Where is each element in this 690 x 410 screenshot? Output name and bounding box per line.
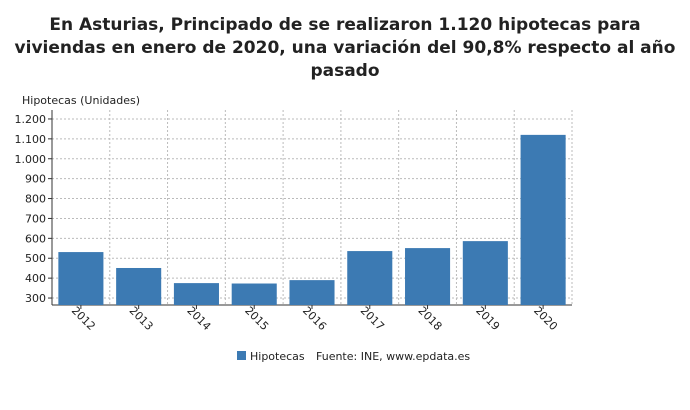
y-tick-label: 600 [25,232,46,245]
x-tick-label: 2018 [416,304,445,333]
y-axis-label: Hipotecas (Unidades) [22,94,140,107]
bar [347,251,393,305]
y-tick-label: 300 [25,292,46,305]
y-tick-label: 700 [25,212,46,225]
x-tick-label: 2014 [184,304,213,333]
bar [462,241,508,305]
legend-label: Hipotecas [250,350,305,363]
bar [520,134,566,305]
y-tick-label: 800 [25,193,46,206]
y-tick-label: 500 [25,252,46,265]
chart-title: pasado [310,61,379,81]
bar [116,267,162,305]
bar [173,283,219,305]
y-tick-label: 1.100 [15,133,47,146]
bar [58,252,104,305]
x-tick-label: 2019 [473,304,502,333]
chart-title: viviendas en enero de 2020, una variació… [15,38,676,58]
bar [289,280,335,305]
bar [231,283,277,305]
legend-swatch [237,351,246,360]
x-tick-label: 2017 [358,304,387,333]
y-tick-label: 400 [25,272,46,285]
x-tick-label: 2016 [300,304,329,333]
x-tick-label: 2012 [69,304,98,333]
x-tick-label: 2015 [242,304,271,333]
y-tick-label: 1.000 [15,153,47,166]
x-tick-label: 2013 [127,304,156,333]
bar [405,248,451,305]
source: Fuente: INE, www.epdata.es [316,350,470,363]
chart-title: En Asturias, Principado de se realizaron… [49,15,640,35]
y-tick-label: 1.200 [15,113,47,126]
y-tick-label: 900 [25,173,46,186]
x-tick-label: 2020 [531,304,560,333]
